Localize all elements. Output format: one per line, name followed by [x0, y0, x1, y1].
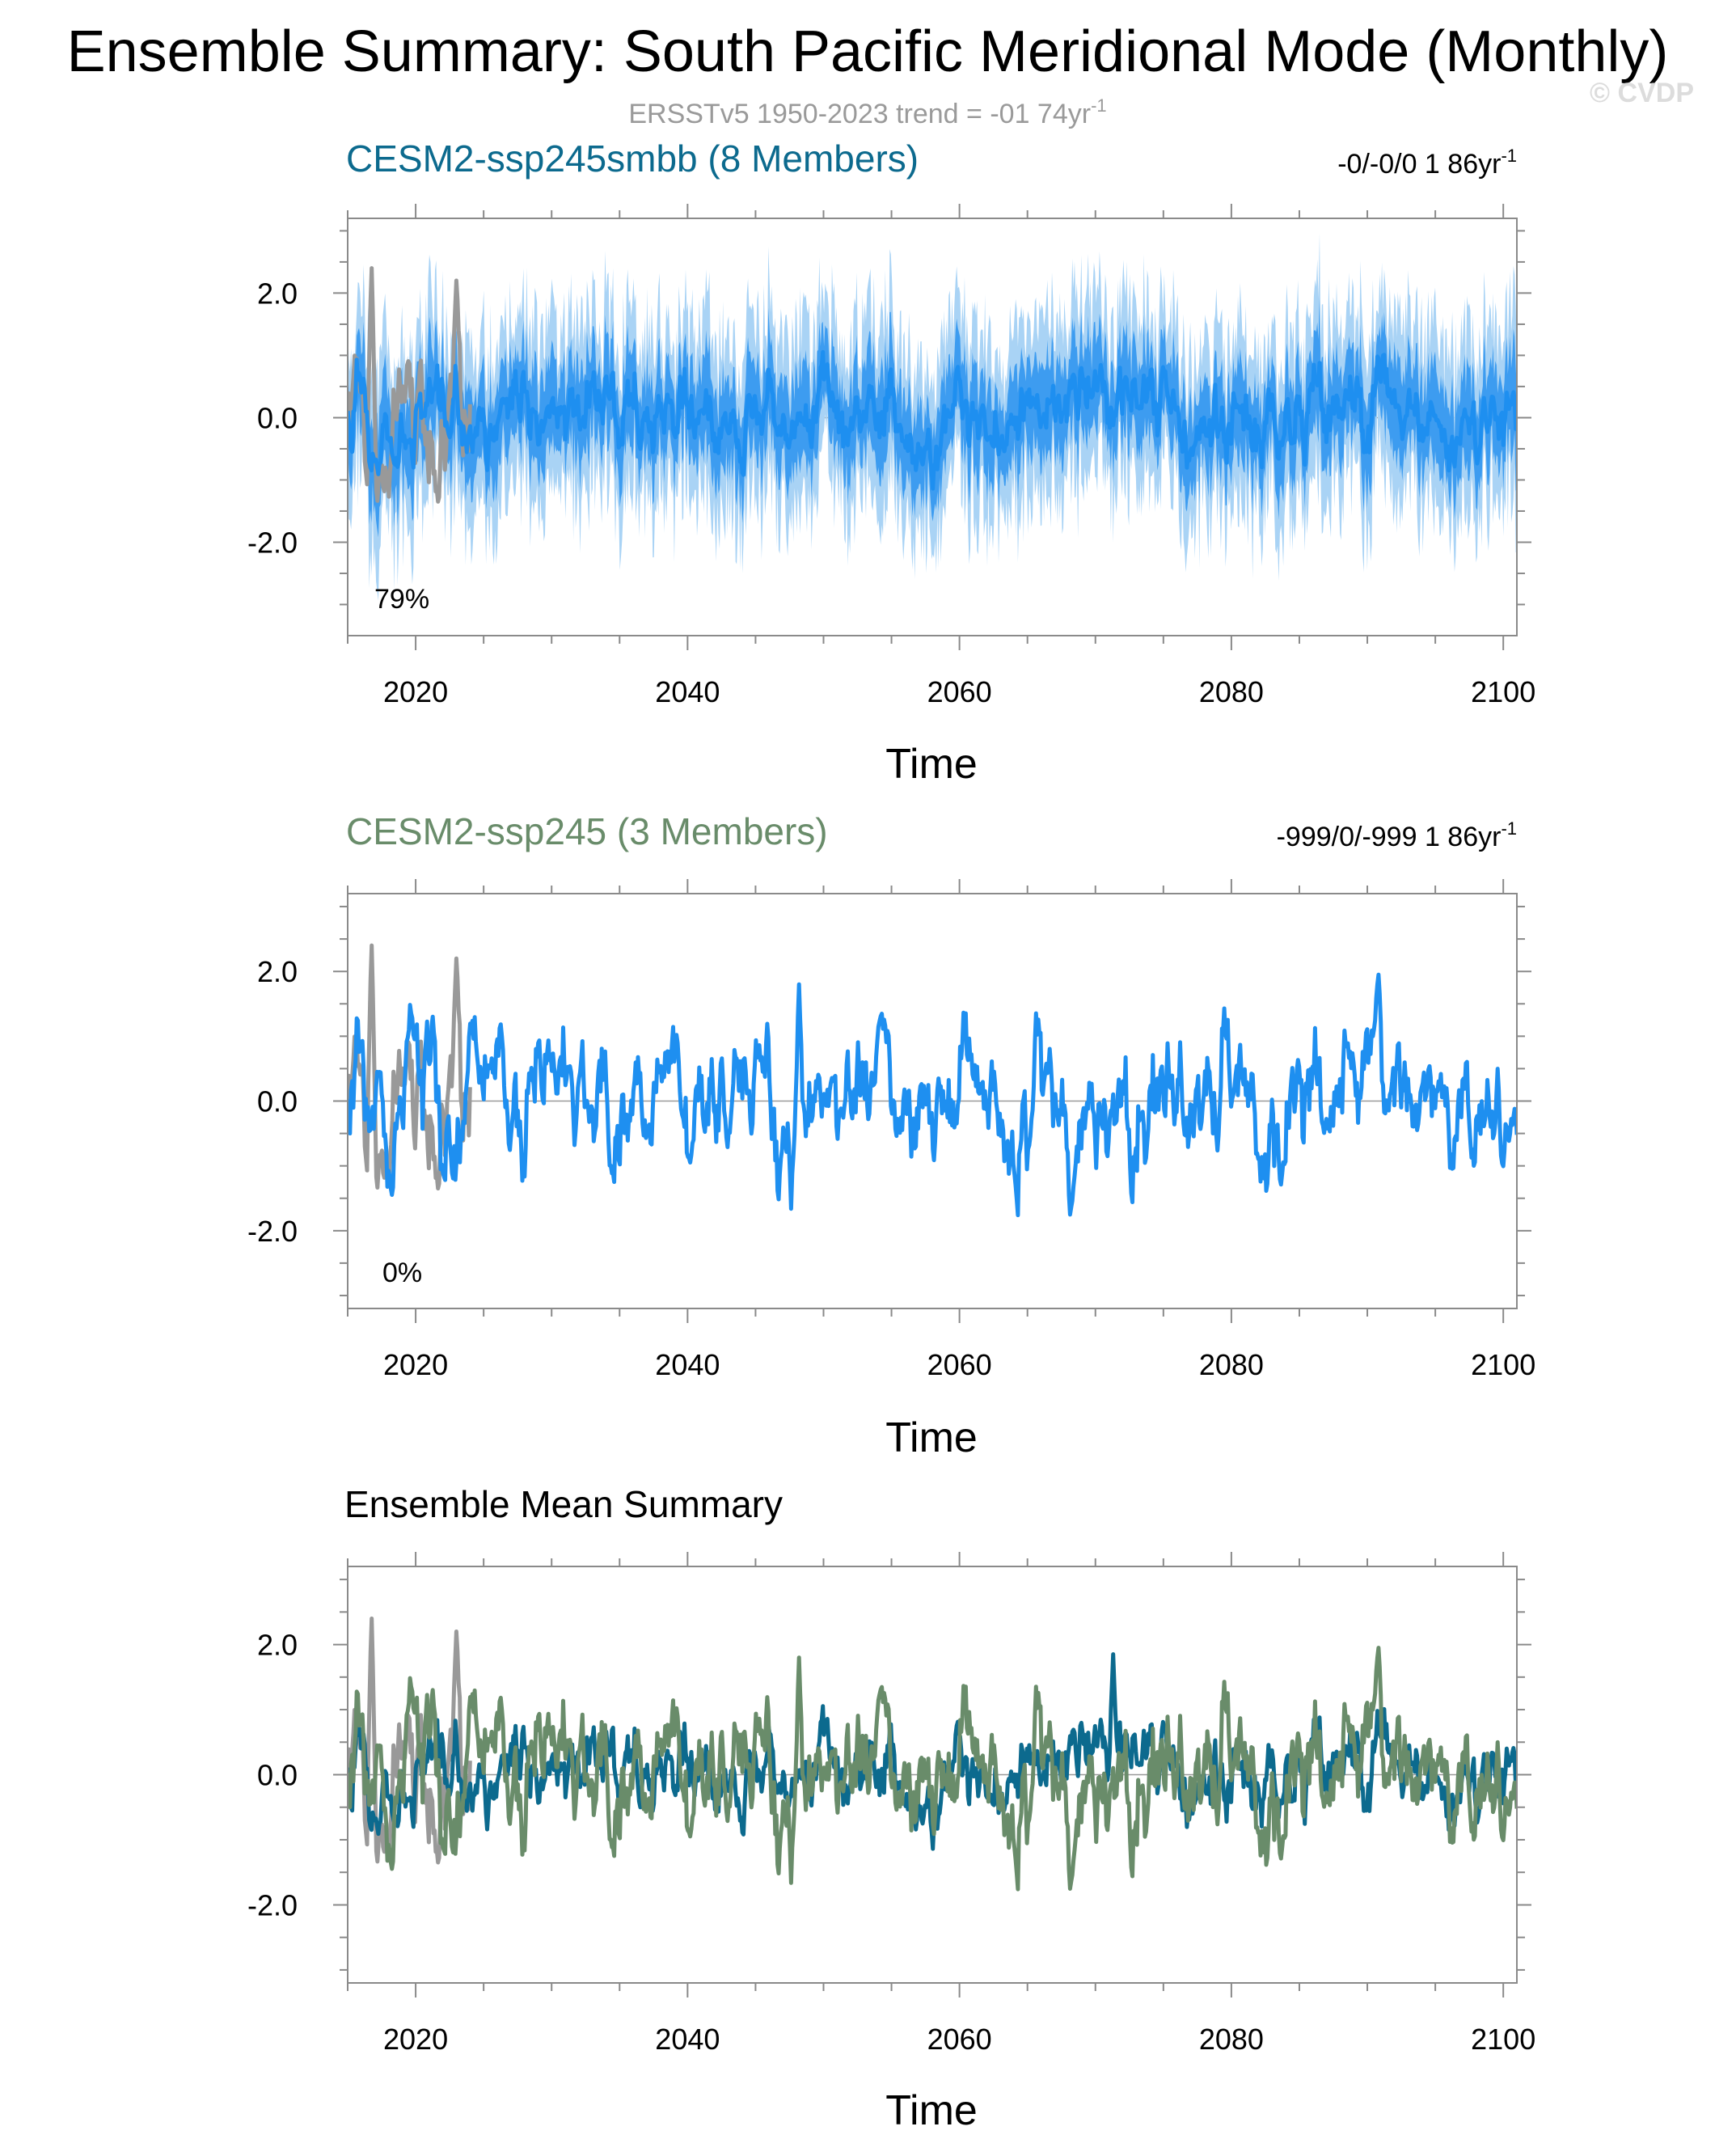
- plot-area: 2020 2040 2060 2080 2100 2.0 0.0 -2.0: [247, 879, 1535, 1381]
- x-tick-label: 2020: [383, 2023, 448, 2056]
- y-tick-label: 0.0: [257, 1759, 298, 1792]
- panel-ssp245: CESM2-ssp245 (3 Members) -999/0/-999 1 8…: [247, 810, 1535, 1461]
- x-tick-label: 2100: [1471, 1348, 1535, 1381]
- trend-label: -999/0/-999 1 86yr-1: [1277, 818, 1517, 852]
- ensemble-range-band: [348, 233, 1517, 601]
- y-tick-label: 0.0: [257, 401, 298, 434]
- x-tick-label: 2040: [655, 675, 720, 708]
- y-tick-label: 2.0: [257, 277, 298, 310]
- x-axis-label: Time: [885, 2087, 978, 2134]
- x-axis-label: Time: [885, 741, 978, 788]
- trend-label: -0/-0/0 1 86yr-1: [1337, 146, 1517, 180]
- plot-area: 2020 2040 2060 2080 2100 2.0 0.0 -2.0: [247, 1552, 1535, 2056]
- panel-title: CESM2-ssp245 (3 Members): [346, 810, 828, 852]
- x-tick-label: 2060: [927, 1348, 992, 1381]
- series-group: [348, 1616, 1517, 1892]
- series-group: [348, 233, 1517, 601]
- x-tick-label: 2040: [655, 1348, 720, 1381]
- plot-frame: [347, 218, 1518, 636]
- series-group: [348, 943, 1517, 1218]
- ensemble-mean-line: [348, 972, 1517, 1218]
- figure-title: Ensemble Summary: South Pacific Meridion…: [67, 19, 1669, 84]
- x-tick-label: 2060: [927, 675, 992, 708]
- percent-label: 0%: [382, 1258, 422, 1288]
- subtitle-main: ERSSTv5 1950-2023 trend = -01 74yr: [628, 99, 1091, 129]
- subtitle-superscript: -1: [1091, 95, 1107, 116]
- ssp245-mean-line: [348, 1646, 1517, 1892]
- ensemble-mean-line: [348, 349, 1517, 491]
- x-axis-label: Time: [885, 1414, 978, 1461]
- watermark: © CVDP: [1590, 78, 1694, 108]
- x-tick-label: 2100: [1471, 675, 1535, 708]
- trend-text: -0/-0/0 1 86yr: [1337, 149, 1501, 180]
- y-tick-label: 2.0: [257, 955, 298, 988]
- trend-superscript: -1: [1501, 146, 1517, 166]
- y-tick-label: -2.0: [247, 1888, 298, 1921]
- x-tick-label: 2040: [655, 2023, 720, 2056]
- x-tick-label: 2080: [1199, 1348, 1264, 1381]
- figure-subtitle: ERSSTv5 1950-2023 trend = -01 74yr-1: [628, 95, 1106, 129]
- observed-line: [348, 943, 472, 1191]
- panel-title: Ensemble Mean Summary: [344, 1483, 783, 1525]
- percent-label: 79%: [374, 584, 429, 615]
- y-tick-label: -2.0: [247, 1215, 298, 1248]
- plot-area: 2020 2040 2060 2080 2100 2.0 0.0 -2.0: [247, 204, 1535, 708]
- y-tick-label: -2.0: [247, 526, 298, 559]
- x-tick-label: 2100: [1471, 2023, 1535, 2056]
- y-tick-label: 0.0: [257, 1085, 298, 1118]
- x-tick-label: 2080: [1199, 2023, 1264, 2056]
- x-tick-label: 2020: [383, 675, 448, 708]
- y-tick-label: 2.0: [257, 1629, 298, 1662]
- panel-smbb: CESM2-ssp245smbb (8 Members) -0/-0/0 1 8…: [247, 137, 1535, 788]
- panel-mean-summary: Ensemble Mean Summary 2020 2040 2060 2080 21…: [247, 1483, 1535, 2134]
- trend-superscript: -1: [1501, 818, 1517, 839]
- x-tick-label: 2060: [927, 2023, 992, 2056]
- trend-text: -999/0/-999 1 86yr: [1277, 822, 1502, 852]
- x-tick-label: 2020: [383, 1348, 448, 1381]
- panel-title: CESM2-ssp245smbb (8 Members): [346, 137, 919, 180]
- x-tick-label: 2080: [1199, 675, 1264, 708]
